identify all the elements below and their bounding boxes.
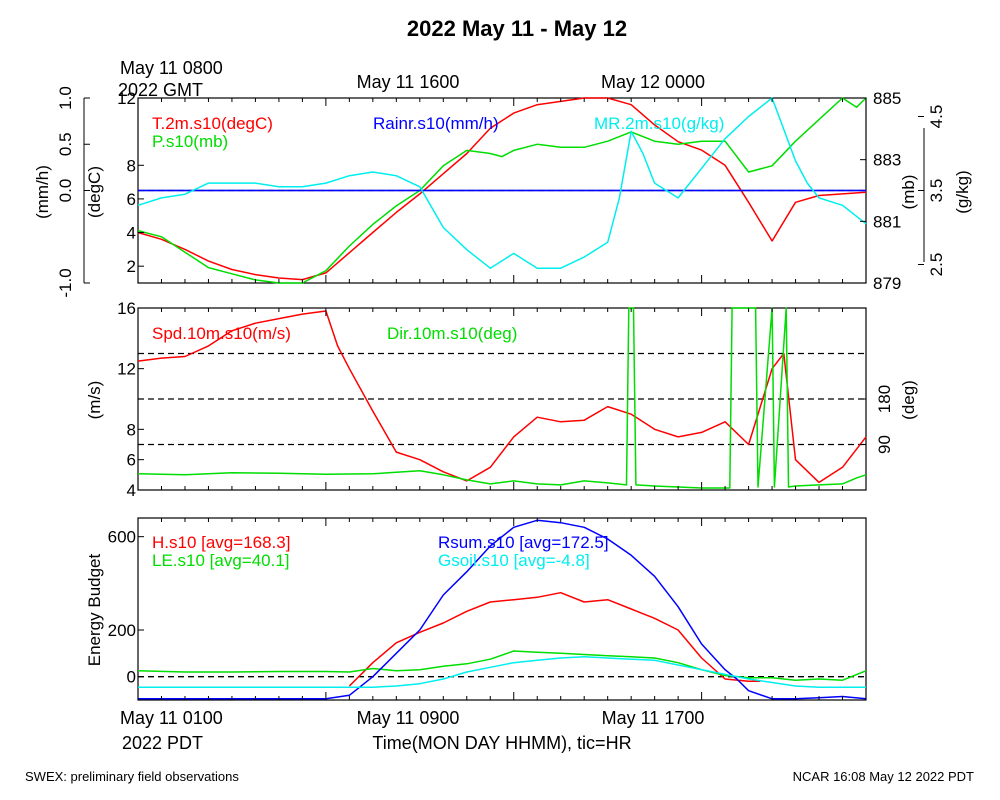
pdt-label-1-line1: May 11 0100 [120, 708, 223, 728]
series-line-t-2m-s10-degc [137, 97, 867, 281]
legend-wind-direction: Dir.10m.s10(deg) [387, 324, 517, 343]
y-tick-label-mixing: 2.5 [927, 253, 946, 277]
series-line-spd-10m-s10-m-s [137, 310, 867, 484]
series-line-gsoil-s10-avg-4-8 [138, 656, 866, 688]
series-line-h-s10-avg-168-3 [348, 591, 761, 687]
x-axis-label: Time(MON DAY HHMM), tic=HR [372, 733, 631, 753]
y-tick-label-pressure: 885 [873, 89, 901, 108]
y-tick-label-direction: 90 [875, 435, 894, 454]
gmt-label-1-line1: May 11 0800 [120, 58, 223, 78]
bottom-series-lines [137, 519, 867, 700]
speed-axis-label: (m/s) [85, 381, 104, 420]
y-tick-label-bottom: 600 [108, 528, 136, 547]
legend-mixing-ratio: MR.2m.s10(g/kg) [594, 114, 724, 133]
y-tick-label-rain: -1.0 [56, 268, 75, 297]
y-tick-label-bottom: 200 [108, 621, 136, 640]
y-tick-label-temp: 4 [127, 224, 136, 243]
y-tick-label-speed: 16 [117, 299, 136, 318]
rain-axis-label: (mm/h) [33, 165, 52, 219]
gmt-label-2: May 11 1600 [357, 72, 460, 92]
y-tick-label-temp: 8 [127, 156, 136, 175]
footer-right: NCAR 16:08 May 12 2022 PDT [793, 769, 974, 784]
y-tick-label-bottom: 0 [127, 668, 136, 687]
y-tick-label-rain: 0.0 [56, 179, 75, 203]
temp-axis-label: (degC) [85, 166, 104, 218]
series-line-rsum-s10-avg-172-5 [138, 519, 867, 700]
gmt-label-1-line2: 2022 GMT [118, 80, 203, 100]
energy-axis-label: Energy Budget [85, 553, 104, 666]
y-tick-label-speed: 12 [117, 360, 136, 379]
y-tick-label-rain: 0.5 [56, 132, 75, 156]
top-series-lines [137, 97, 867, 284]
y-tick-label-direction: 180 [875, 385, 894, 413]
legend-temperature: T.2m.s10(degC) [152, 114, 273, 133]
legend-soil-heat: Gsoil.s10 [avg=-4.8] [438, 551, 590, 570]
gmt-label-3: May 12 0000 [601, 72, 705, 92]
series-line-le-s10-avg-40-1 [137, 650, 867, 681]
y-tick-label-rain: 1.0 [56, 86, 75, 110]
legend-net-radiation: Rsum.s10 [avg=172.5] [438, 533, 609, 552]
chart-title: 2022 May 11 - May 12 [407, 16, 627, 41]
pdt-label-2: May 11 0900 [357, 708, 460, 728]
y-tick-label-speed: 6 [127, 451, 136, 470]
pdt-label-1-line2: 2022 PDT [122, 733, 203, 753]
y-tick-label-pressure: 879 [873, 274, 901, 293]
direction-axis-label: (deg) [899, 380, 918, 420]
legend-latent-heat: LE.s10 [avg=40.1] [152, 551, 290, 570]
legend-wind-speed: Spd.10m.s10(m/s) [152, 324, 291, 343]
y-tick-label-pressure: 881 [873, 212, 901, 231]
middle-reference-lines [138, 352, 866, 446]
pdt-label-3: May 11 1700 [602, 708, 705, 728]
y-tick-label-speed: 8 [127, 420, 136, 439]
y-tick-label-mixing: 4.5 [927, 105, 946, 129]
y-tick-label-pressure: 883 [873, 151, 901, 170]
legend-sensible-heat: H.s10 [avg=168.3] [152, 533, 290, 552]
pressure-axis-label: (mb) [899, 175, 918, 210]
y-tick-label-temp: 12 [117, 89, 136, 108]
mixing-axis-label: (g/kg) [953, 170, 972, 213]
y-tick-label-speed: 4 [127, 481, 136, 500]
axes-ticks: -1.0 0.0 0.5 1.0 2 4 6 8 12 879 881 883 885 2.5 3.5 4.5… [56, 86, 946, 700]
middle-series-lines [137, 307, 867, 489]
y-tick-label-mixing: 3.5 [927, 179, 946, 203]
y-tick-label-temp: 2 [127, 257, 136, 276]
series-line-dir-10m-s10-deg [137, 307, 867, 489]
footer-left: SWEX: preliminary field observations [25, 769, 239, 784]
bottom-panel-frame [137, 517, 867, 701]
y-tick-label-temp: 6 [127, 190, 136, 209]
series-line-mr-2m-s10-g-kg [137, 97, 867, 269]
legend-pressure: P.s10(mb) [152, 132, 228, 151]
legend-rain-rate: Rainr.s10(mm/h) [373, 114, 499, 133]
series-line-p-s10-mb [137, 97, 867, 284]
